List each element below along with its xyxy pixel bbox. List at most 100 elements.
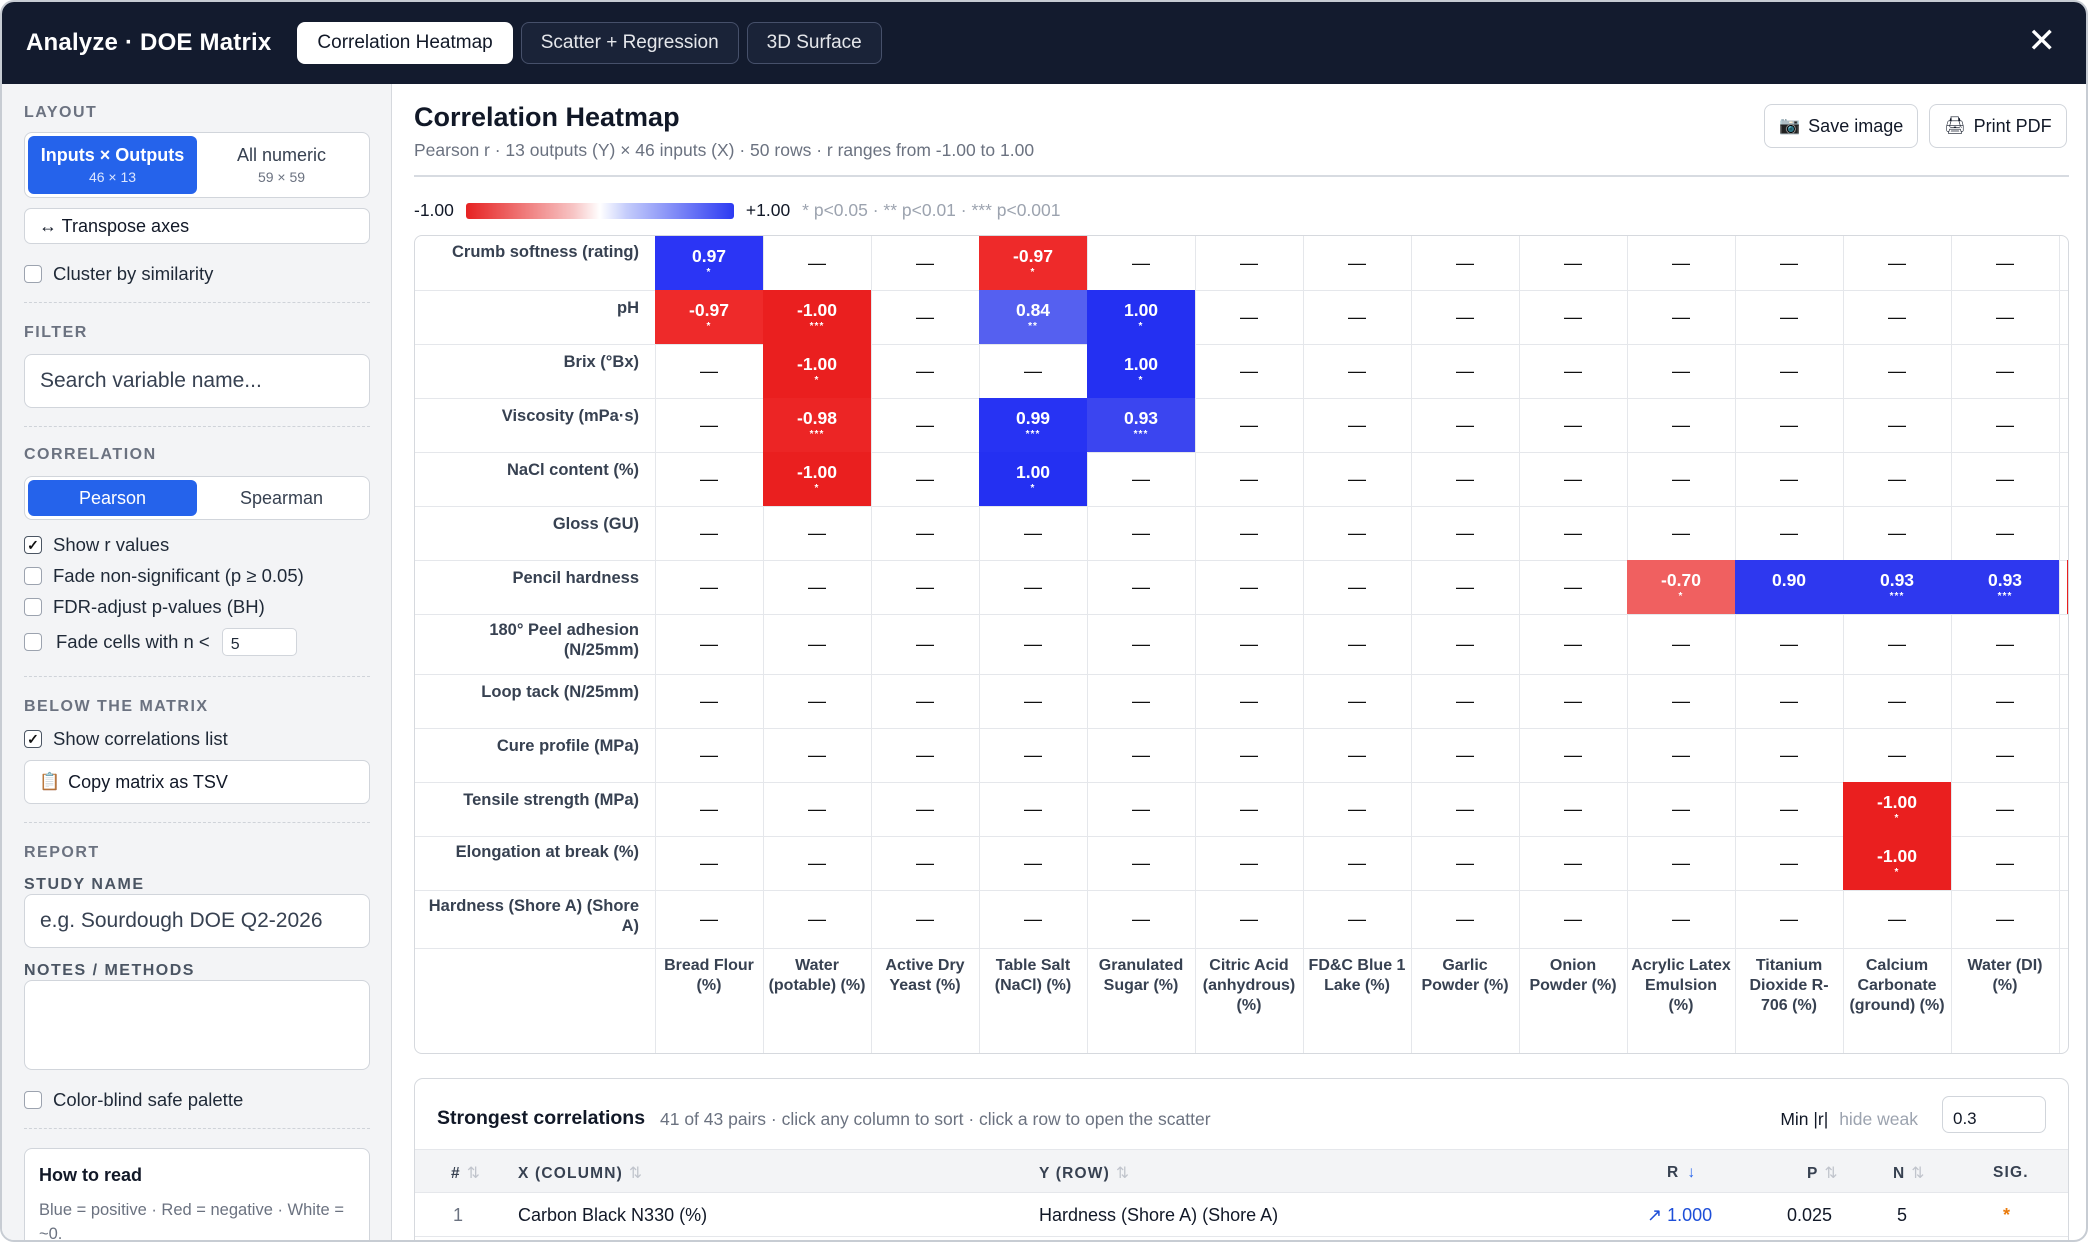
show-list-row[interactable]: ✓ Show correlations list — [24, 728, 228, 750]
fade-n-input[interactable]: 5 — [221, 628, 297, 656]
heatmap-cell-empty[interactable]: — — [655, 674, 763, 728]
notes-textarea[interactable] — [24, 980, 370, 1070]
heatmap-cell-empty[interactable]: — — [1087, 506, 1195, 560]
heatmap-cell-empty[interactable]: — — [1087, 452, 1195, 506]
heatmap-cell-empty[interactable]: — — [871, 452, 979, 506]
heatmap-cell-empty[interactable]: — — [1303, 398, 1411, 452]
row-label[interactable]: 180° Peel adhesion (N/25mm) — [489, 621, 639, 659]
search-input[interactable]: Search variable name... — [24, 354, 370, 408]
heatmap-cell-empty[interactable]: — — [1411, 344, 1519, 398]
heatmap-cell-empty[interactable]: — — [1195, 560, 1303, 614]
col-header-p[interactable]: P ⇅ — [1807, 1164, 1838, 1183]
save-image-button[interactable]: 📷 Save image — [1764, 104, 1919, 148]
heatmap-cell-empty[interactable]: — — [1519, 344, 1627, 398]
column-label[interactable]: FD&C Blue 1 Lake (%) — [1308, 957, 1406, 994]
row-label[interactable]: Cure profile (MPa) — [496, 737, 639, 755]
heatmap-cell-empty[interactable]: — — [1303, 452, 1411, 506]
heatmap-cell-empty[interactable]: — — [1195, 398, 1303, 452]
heatmap-cell-empty[interactable]: — — [655, 344, 763, 398]
layout-option-inputs-outputs[interactable]: Inputs × Outputs 46 × 13 — [28, 136, 197, 194]
table-row[interactable]: 1 Carbon Black N330 (%) Hardness (Shore … — [415, 1193, 2068, 1237]
column-label[interactable]: Onion Powder (%) — [1529, 957, 1617, 994]
heatmap-cell-empty[interactable]: — — [1519, 506, 1627, 560]
heatmap-cell-empty[interactable]: — — [1411, 398, 1519, 452]
heatmap-cell-empty[interactable]: — — [1519, 674, 1627, 728]
heatmap-cell-empty[interactable]: — — [871, 236, 979, 290]
heatmap-cell-empty[interactable]: — — [1411, 782, 1519, 836]
heatmap-cell-empty[interactable]: — — [1627, 344, 1735, 398]
heatmap-cell-empty[interactable]: — — [1627, 728, 1735, 782]
heatmap-cell-empty[interactable]: — — [871, 890, 979, 948]
heatmap-cell-empty[interactable]: — — [1087, 890, 1195, 948]
heatmap-cell-empty[interactable]: — — [1735, 614, 1843, 674]
heatmap-cell-empty[interactable]: — — [763, 674, 871, 728]
heatmap-cell[interactable]: 0.93 *** — [1951, 560, 2059, 614]
column-label[interactable]: Water (potable) (%) — [768, 957, 866, 994]
colorblind-checkbox[interactable] — [24, 1091, 42, 1109]
heatmap-cell-empty[interactable]: — — [655, 560, 763, 614]
copy-tsv-button[interactable]: 📋 Copy matrix as TSV — [24, 760, 370, 804]
heatmap-cell-empty[interactable]: — — [1627, 836, 1735, 890]
heatmap-cell-empty[interactable]: — — [871, 506, 979, 560]
heatmap-cell[interactable]: -1.00 * — [1843, 782, 1951, 836]
heatmap-cell-empty[interactable]: — — [1519, 398, 1627, 452]
heatmap-cell-empty[interactable]: — — [1735, 344, 1843, 398]
heatmap-cell-empty[interactable]: — — [1303, 344, 1411, 398]
heatmap-cell[interactable]: 1.00 * — [1087, 344, 1195, 398]
heatmap-cell-empty[interactable]: — — [871, 836, 979, 890]
heatmap-cell-empty[interactable]: — — [1951, 452, 2059, 506]
heatmap-cell-empty[interactable]: — — [979, 344, 1087, 398]
heatmap-cell-empty[interactable]: — — [1951, 398, 2059, 452]
heatmap-cell[interactable]: 1.00 * — [979, 452, 1087, 506]
heatmap-cell-empty[interactable]: — — [1411, 560, 1519, 614]
heatmap-cell-empty[interactable]: — — [1843, 890, 1951, 948]
heatmap-cell-empty[interactable]: — — [1735, 890, 1843, 948]
heatmap-cell-empty[interactable]: — — [1411, 836, 1519, 890]
heatmap-cell-empty[interactable]: — — [1195, 674, 1303, 728]
heatmap-cell-empty[interactable]: — — [1303, 290, 1411, 344]
column-label[interactable]: Citric Acid (anhydrous) (%) — [1202, 957, 1296, 1014]
heatmap-cell[interactable]: 0.93 *** — [1843, 560, 1951, 614]
heatmap-cell-empty[interactable]: — — [1951, 890, 2059, 948]
heatmap-cell-empty[interactable]: — — [1843, 674, 1951, 728]
row-label[interactable]: Hardness (Shore A) (Shore A) — [428, 897, 639, 935]
heatmap-cell-empty[interactable]: — — [1951, 836, 2059, 890]
heatmap-cell-empty[interactable]: — — [871, 782, 979, 836]
heatmap-cell-empty[interactable]: — — [1411, 452, 1519, 506]
heatmap-cell-empty[interactable]: — — [1735, 836, 1843, 890]
heatmap-cell-empty[interactable]: — — [979, 890, 1087, 948]
heatmap-cell-empty[interactable]: — — [1195, 344, 1303, 398]
show-r-row[interactable]: ✓ Show r values — [24, 534, 169, 556]
heatmap-cell[interactable]: -1.00 * — [1843, 836, 1951, 890]
heatmap-cell-empty[interactable]: — — [1519, 290, 1627, 344]
show-r-checkbox[interactable]: ✓ — [24, 536, 42, 554]
col-header-x[interactable]: X (COLUMN) ⇅ — [518, 1164, 642, 1183]
heatmap-cell[interactable]: -1.00 * — [763, 344, 871, 398]
col-header-num[interactable]: # ⇅ — [451, 1164, 480, 1183]
row-label[interactable]: NaCl content (%) — [507, 461, 639, 479]
heatmap-cell-empty[interactable]: — — [1519, 236, 1627, 290]
heatmap-cell[interactable]: -0.97 * — [655, 290, 763, 344]
heatmap-cell[interactable]: -0.98 *** — [763, 398, 871, 452]
heatmap-cell-empty[interactable]: — — [1627, 452, 1735, 506]
heatmap-cell-empty[interactable]: — — [1195, 506, 1303, 560]
heatmap-cell-empty[interactable]: — — [1411, 890, 1519, 948]
heatmap-cell-empty[interactable]: — — [1951, 344, 2059, 398]
heatmap-cell-empty[interactable]: — — [871, 560, 979, 614]
row-label[interactable]: pH — [617, 299, 639, 317]
heatmap-cell-empty[interactable]: — — [979, 728, 1087, 782]
heatmap-cell-empty[interactable]: — — [1195, 782, 1303, 836]
heatmap-cell-empty[interactable]: — — [1195, 728, 1303, 782]
heatmap-cell-empty[interactable]: — — [1627, 614, 1735, 674]
heatmap-cell-empty[interactable]: — — [655, 614, 763, 674]
heatmap-cell-empty[interactable]: — — [1303, 560, 1411, 614]
fdr-checkbox[interactable] — [24, 598, 42, 616]
row-label[interactable]: Brix (°Bx) — [563, 353, 639, 371]
tab-correlation-heatmap[interactable]: Correlation Heatmap — [297, 22, 513, 64]
heatmap-cell-empty[interactable]: — — [763, 614, 871, 674]
heatmap-cell-empty[interactable]: — — [1735, 452, 1843, 506]
heatmap-cell-empty[interactable]: — — [1411, 728, 1519, 782]
heatmap-cell-empty[interactable]: — — [1303, 890, 1411, 948]
heatmap-cell-empty[interactable]: — — [763, 836, 871, 890]
heatmap-cell-empty[interactable]: — — [1735, 674, 1843, 728]
